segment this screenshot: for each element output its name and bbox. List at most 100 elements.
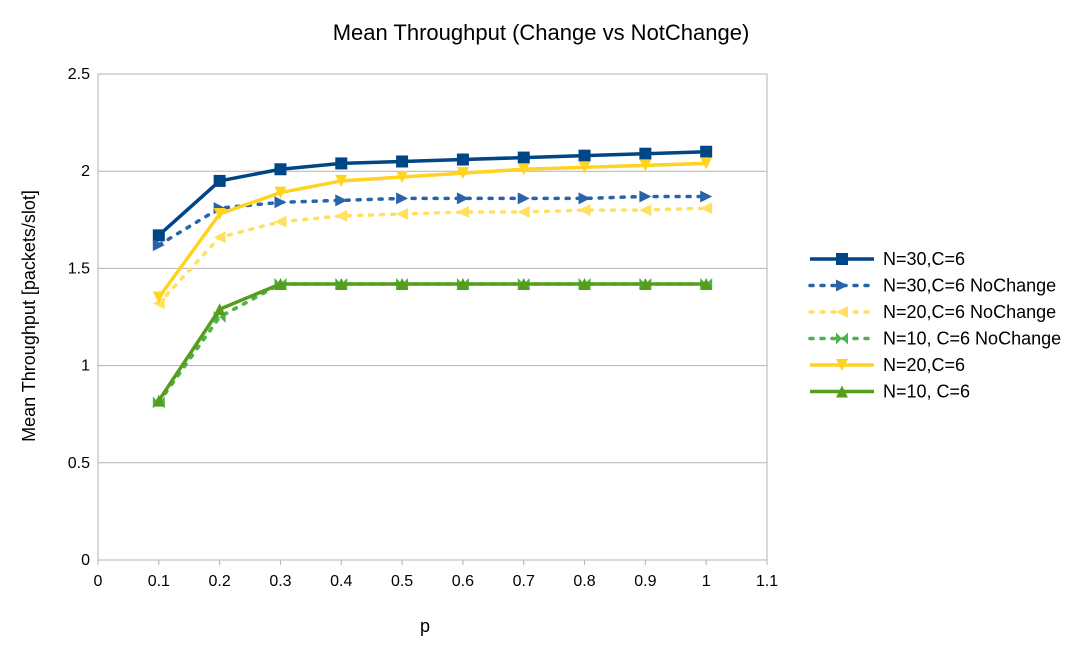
y-tick-label: 0 [81, 552, 90, 569]
series-6-point [274, 277, 287, 290]
series-6-point [456, 277, 469, 290]
series-3 [152, 202, 713, 310]
legend-label: N=20,C=6 NoChange [883, 302, 1056, 322]
series-2-point [396, 192, 409, 205]
series-1-point [578, 149, 591, 162]
series-6-point [152, 394, 165, 407]
y-tick-label: 1 [81, 358, 90, 375]
series-1-point [517, 151, 530, 164]
legend-entry: N=30,C=6 [810, 249, 965, 269]
series-2-point [274, 196, 287, 209]
legend-marker [836, 306, 848, 318]
series-1-point [274, 163, 287, 176]
series-5-point [456, 167, 469, 180]
series-6-point [700, 277, 713, 290]
series-5-point [517, 163, 530, 176]
series-2-point [517, 192, 530, 205]
series-6-point [213, 303, 226, 316]
series-5-point [396, 171, 409, 184]
x-tick-label: 1 [702, 573, 711, 590]
series-3-point [335, 209, 348, 222]
x-tick-label: 0.6 [452, 573, 474, 590]
legend-label: N=30,C=6 NoChange [883, 276, 1056, 296]
x-tick-label: 0.3 [269, 573, 291, 590]
y-tick-label: 2 [81, 163, 90, 180]
series-3-point [396, 207, 409, 220]
legend-label: N=20,C=6 [883, 355, 965, 375]
series-5-point [639, 159, 652, 172]
series-3-point [456, 206, 469, 219]
series-2-point [639, 190, 652, 203]
chart-title: Mean Throughput (Change vs NotChange) [333, 20, 750, 45]
legend-marker [836, 279, 848, 292]
x-tick-label: 0.9 [634, 573, 656, 590]
series-6-point [396, 277, 409, 290]
series-2-point [456, 192, 469, 205]
legend-marker [836, 332, 848, 345]
series-3-line [157, 206, 708, 306]
series-5-point [335, 174, 348, 187]
series-1 [152, 145, 713, 242]
series-3-point [639, 204, 652, 217]
x-tick-label: 0.1 [148, 573, 170, 590]
series-2-point [578, 192, 591, 205]
series-6 [152, 277, 713, 407]
series-1-point [639, 147, 652, 160]
y-tick-label: 1.5 [68, 260, 90, 277]
series-1-point [456, 153, 469, 166]
series-1-point [152, 229, 165, 242]
series-2-line [157, 194, 708, 247]
series-1-point [213, 174, 226, 187]
legend-entry: N=10, C=6 NoChange [808, 329, 1061, 349]
series-1-line [157, 150, 707, 237]
series-3-point [578, 204, 591, 217]
plot-area: 0 0.5 1 1.5 2 2.5 0 0.1 0.2 0.3 0.4 0.5 0.6 0.7 0.8 0.9… [68, 66, 778, 590]
x-tick-label: 0.2 [209, 573, 231, 590]
series-5-point [274, 186, 287, 199]
series-6-point [335, 277, 348, 290]
legend-marker [836, 253, 848, 265]
plot-frame [97, 73, 768, 561]
series-3-point [517, 206, 530, 219]
legend-entry: N=10, C=6 [810, 382, 970, 402]
x-tick-label: 1.1 [756, 573, 778, 590]
series-5-line [157, 161, 707, 299]
legend-marker [836, 359, 848, 371]
series-3-point [274, 215, 287, 228]
x-tick-label: 0.5 [391, 573, 413, 590]
series-2-point [152, 239, 165, 252]
series-5-point [213, 207, 226, 220]
series-5-point [152, 291, 165, 304]
legend-label: N=10, C=6 NoChange [883, 329, 1061, 349]
series-5-point [700, 157, 713, 170]
y-tick-label: 2.5 [68, 66, 90, 83]
series-3-point [700, 202, 713, 215]
series-2-point [700, 190, 713, 203]
series-1-point [396, 155, 409, 168]
series-2 [152, 190, 713, 252]
x-tick-label: 0.7 [513, 573, 535, 590]
x-axis-label: p [420, 616, 430, 636]
series-5 [152, 157, 713, 304]
x-tick-label: 0.4 [330, 573, 352, 590]
x-tick-label: 0 [94, 573, 103, 590]
series-2-point [335, 194, 348, 207]
y-axis-label: Mean Throughput [packets/slot] [19, 190, 39, 442]
y-tick-label: 0.5 [68, 455, 90, 472]
series-6-point [639, 277, 652, 290]
legend-label: N=10, C=6 [883, 382, 970, 402]
legend-entry: N=20,C=6 [810, 355, 965, 375]
legend: N=30,C=6 N=30,C=6 NoChange N=20,C=6 NoChan… [808, 249, 1061, 402]
series-5-point [578, 161, 591, 174]
series-1-point [335, 157, 348, 170]
legend-entry: N=20,C=6 NoChange [808, 302, 1056, 322]
legend-label: N=30,C=6 [883, 249, 965, 269]
x-tick-label: 0.8 [573, 573, 595, 590]
legend-marker [836, 385, 848, 398]
series-6-line [157, 282, 707, 402]
series-6-point [578, 277, 591, 290]
series-3-point [213, 231, 226, 244]
series-6-point [517, 277, 530, 290]
series-1-point [700, 145, 713, 158]
